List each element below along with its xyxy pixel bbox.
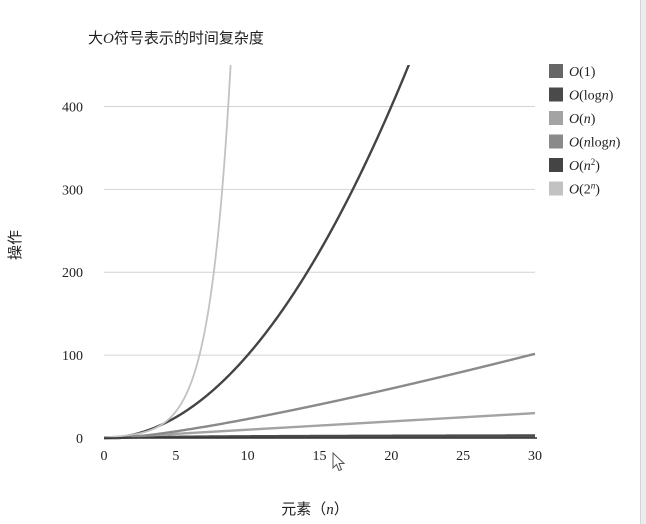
x-tick-label: 15 — [313, 449, 327, 464]
legend-swatch — [549, 181, 563, 196]
legend-label: O(n2) — [569, 157, 600, 174]
legend-swatch — [549, 158, 563, 172]
legend-label: O(nlogn) — [569, 136, 621, 151]
x-tick-label: 10 — [241, 449, 255, 464]
legend-item: O(1) — [549, 64, 596, 80]
legend-item: O(nlogn) — [549, 134, 621, 151]
window-edge — [640, 0, 646, 524]
x-tick-label: 25 — [456, 449, 470, 464]
y-axis-label: 操作 — [7, 230, 24, 260]
mouse-cursor-icon — [332, 452, 346, 472]
x-tick-label: 5 — [172, 449, 179, 464]
legend-item: O(n2) — [549, 157, 600, 174]
series-line — [103, 411, 536, 440]
legend-label: O(2n) — [569, 181, 600, 198]
y-tick-label: 0 — [76, 432, 83, 447]
y-tick-label: 400 — [62, 100, 83, 115]
chart-title: 大O符号表示的时间复杂度 — [88, 29, 264, 47]
series-line — [104, 352, 536, 440]
y-axis-title: 操作 — [7, 230, 24, 260]
legend-item: O(2n) — [549, 181, 600, 198]
legend-label: O(n) — [569, 112, 596, 127]
plot-lines — [103, 65, 536, 440]
chart-title-text: 大O符号表示的时间复杂度 — [88, 29, 264, 47]
legend-label: O(logn) — [569, 89, 614, 104]
legend-swatch — [549, 64, 563, 78]
legend-swatch — [549, 111, 563, 125]
legend-item: O(n) — [549, 111, 596, 127]
y-axis: 0 100 200 300 400 — [62, 100, 83, 447]
y-tick-label: 300 — [62, 183, 83, 198]
x-axis: 0 5 10 15 20 25 30 — [101, 437, 542, 464]
legend-label: O(1) — [569, 65, 596, 80]
series-line — [104, 434, 535, 440]
legend-swatch — [549, 134, 563, 149]
legend-item: O(logn) — [549, 87, 614, 104]
x-tick-label: 30 — [528, 449, 542, 464]
y-tick-label: 200 — [62, 266, 83, 281]
x-tick-label: 20 — [384, 449, 398, 464]
gridlines — [104, 105, 535, 356]
series-line — [103, 65, 232, 439]
legend: O(1) O(logn) O(n) O(nlogn) O(n2) O(2n) — [549, 64, 621, 198]
legend-swatch — [549, 87, 563, 102]
series-line — [104, 65, 411, 440]
y-tick-label: 100 — [62, 349, 83, 364]
x-tick-label: 0 — [101, 449, 108, 464]
x-axis-label: 元素（n） — [281, 501, 349, 518]
x-axis-title: 元素（n） — [281, 501, 349, 518]
